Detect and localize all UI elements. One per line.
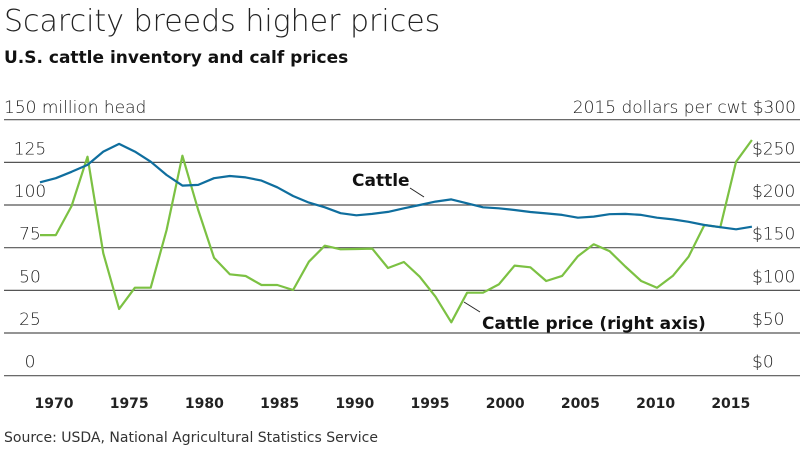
left-y-tick: 0	[25, 353, 36, 373]
chart-subtitle: U.S. cattle inventory and calf prices	[4, 48, 348, 68]
left-axis-top-label: 150 million head	[4, 98, 146, 118]
right-y-tick: $50	[752, 310, 784, 330]
left-y-tick: 50	[19, 267, 41, 287]
right-y-tick: $250	[752, 139, 795, 159]
x-tick: 1990	[335, 396, 374, 412]
cattle-series-label: Cattle	[352, 171, 410, 191]
right-y-tick: $150	[752, 225, 795, 245]
left-axis-top-tick: 150	[4, 98, 36, 118]
right-axis-top-label: 2015 dollars per cwt $300	[573, 98, 796, 118]
y-tick-labels: 0 $0 25 $50 50 $100 75 $150 100 $200 125 $250	[14, 139, 795, 372]
x-tick: 1970	[35, 396, 74, 412]
x-tick: 1975	[110, 396, 149, 412]
right-y-tick: $200	[752, 182, 795, 202]
chart-title: Scarcity breeds higher prices	[4, 4, 440, 39]
left-axis-unit: million head	[42, 98, 146, 118]
x-tick-labels: 1970 1975 1980 1985 1990 1995 2000 2005 2010 2015	[35, 396, 751, 412]
right-axis-top-tick: $300	[753, 98, 796, 118]
cattle-leader-line	[409, 187, 425, 198]
left-y-tick: 125	[14, 139, 46, 159]
right-y-tick: $0	[752, 353, 774, 373]
left-y-tick: 75	[19, 225, 41, 245]
left-y-tick: 25	[19, 310, 41, 330]
right-y-tick: $100	[752, 267, 795, 287]
price-leader-line	[463, 301, 481, 313]
x-tick: 2005	[561, 396, 600, 412]
gridlines	[4, 119, 800, 377]
cattle-price-line	[40, 139, 753, 324]
x-tick: 1995	[411, 396, 450, 412]
x-tick: 2015	[711, 396, 750, 412]
x-tick: 2000	[486, 396, 525, 412]
cattle-inventory-line	[39, 142, 753, 231]
left-y-tick: 100	[14, 182, 46, 202]
x-tick: 2010	[636, 396, 675, 412]
series-lines	[39, 139, 753, 324]
price-series-label: Cattle price (right axis)	[482, 314, 706, 334]
right-axis-unit: 2015 dollars per cwt	[573, 98, 748, 118]
x-tick: 1980	[185, 396, 224, 412]
x-tick: 1985	[260, 396, 299, 412]
source-note: Source: USDA, National Agricultural Stat…	[4, 430, 378, 446]
